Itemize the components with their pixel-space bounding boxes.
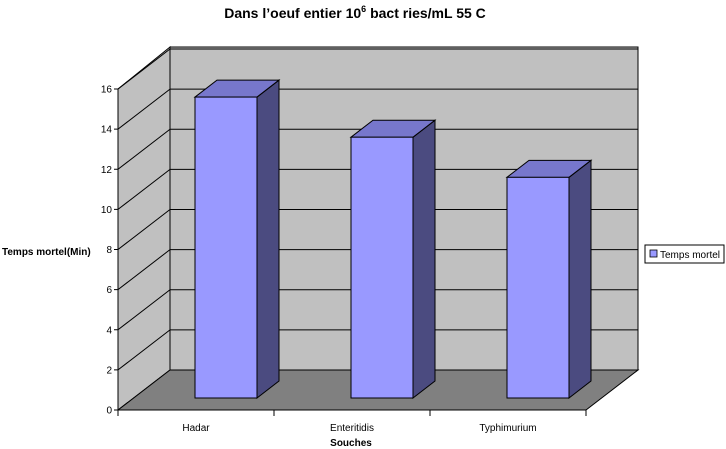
gridline-side [117, 128, 171, 170]
gridline-side [117, 209, 171, 250]
y-tick-label: 12 [101, 165, 113, 176]
y-tick-label: 6 [106, 285, 112, 296]
x-tick-label: Enteritidis [330, 423, 374, 434]
legend-box [644, 244, 725, 264]
gridline-side [117, 88, 171, 130]
y-ticks: 0 2 4 6 8 10 12 14 16 [101, 85, 118, 417]
y-tick-label: 16 [101, 85, 113, 96]
gridline-side [117, 249, 171, 291]
chart-title: Dans l’oeuf entier 106 bact ries/mL 55 C [224, 4, 486, 21]
gridline-side [117, 289, 171, 331]
chart-title-superscript: 6 [361, 4, 366, 14]
y-tick-label: 4 [106, 325, 112, 336]
legend-label: Temps mortel [660, 250, 720, 261]
bars [193, 79, 593, 400]
gridline-side [117, 48, 171, 90]
gridline-side [117, 329, 171, 371]
y-tick-label: 2 [106, 365, 112, 376]
bar-side [412, 119, 436, 400]
y-tick-label: 14 [101, 125, 113, 136]
bar-enteritidis [350, 136, 414, 399]
x-axis-label: Souches [330, 438, 372, 449]
x-tick-label: Hadar [182, 423, 210, 434]
bar-typhimurium [506, 176, 570, 399]
y-tick-label: 8 [106, 245, 112, 256]
bar-side [256, 79, 280, 400]
chart-side-wall [117, 45, 171, 412]
gridline-side [117, 168, 171, 210]
y-tick-label: 0 [106, 406, 112, 417]
chart-title-rest: bact ries/mL 55 C [366, 5, 486, 21]
legend-swatch [649, 249, 658, 258]
chart-title-main: Dans l’oeuf entier 10 [224, 5, 361, 21]
bar-side [568, 159, 592, 400]
y-axis-label: Temps mortel(Min) [2, 247, 91, 258]
x-tick-label: Typhimurium [479, 423, 536, 434]
legend: Temps mortel [644, 244, 725, 264]
y-tick-label: 10 [101, 205, 113, 216]
bar-hadar [194, 96, 258, 399]
x-ticks: Hadar Enteritidis Typhimurium [117, 410, 587, 434]
